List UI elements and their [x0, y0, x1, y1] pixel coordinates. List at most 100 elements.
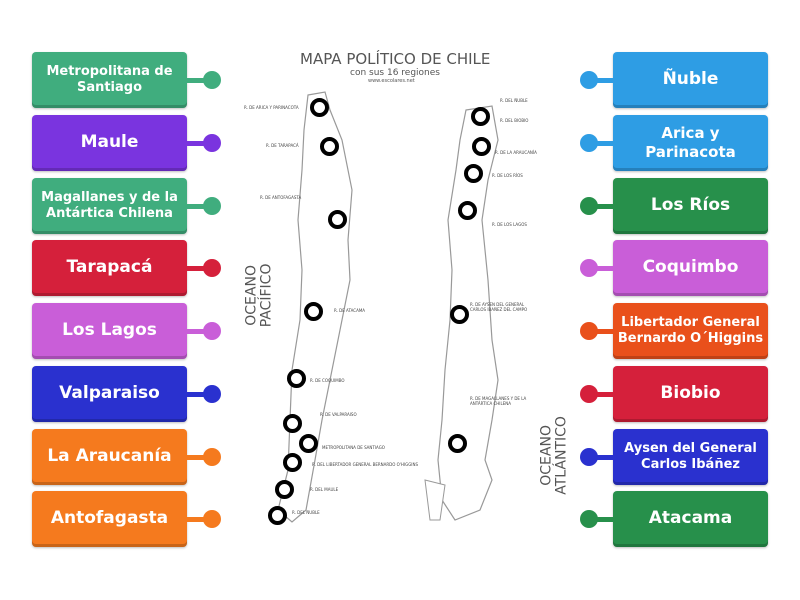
connector-handle[interactable] [580, 197, 598, 215]
region-label: R. DE ARICA Y PARINACOTA [244, 105, 299, 110]
right-label-tile[interactable]: Atacama [613, 491, 768, 547]
connector-line [187, 78, 211, 83]
region-label: R. DE LA ARAUCANÍA [495, 150, 537, 155]
connector-line [187, 266, 211, 271]
map-target[interactable] [320, 137, 339, 156]
region-label: METROPOLITANA DE SANTIAGO [322, 445, 385, 450]
tile-label: Biobio [660, 383, 721, 404]
tile-label: Valparaiso [59, 383, 160, 404]
map-target[interactable] [448, 434, 467, 453]
map-subtitle: con sus 16 regiones [350, 68, 440, 78]
ocean-pacific-label: OCEANO PACÍFICO [243, 263, 275, 328]
region-label: R. DE LOS RÍOS [492, 173, 523, 178]
tile-label: Arica y Parinacota [645, 124, 736, 161]
map-target[interactable] [299, 434, 318, 453]
map-target[interactable] [287, 369, 306, 388]
left-label-tile[interactable]: La Araucanía [32, 429, 187, 485]
tile-label: Atacama [648, 508, 733, 529]
region-label: R. DE LOS LAGOS [492, 222, 527, 227]
map-target[interactable] [310, 98, 329, 117]
right-label-tile[interactable]: Arica y Parinacota [613, 115, 768, 171]
tile-label: Metropolitana de Santiago [46, 63, 173, 95]
region-label: R. DEL ÑUBLE [500, 98, 528, 103]
map-target[interactable] [275, 480, 294, 499]
connector-line [187, 517, 211, 522]
connector-handle[interactable] [203, 71, 221, 89]
connector-line [589, 78, 613, 83]
map-target[interactable] [283, 414, 302, 433]
region-label: R. DEL BIOBIO [500, 118, 529, 123]
connector-line [589, 392, 613, 397]
map-target[interactable] [471, 107, 490, 126]
left-label-tile[interactable]: Los Lagos [32, 303, 187, 359]
right-label-tile[interactable]: Aysen del General Carlos Ibáñez [613, 429, 768, 485]
right-label-tile[interactable]: Ñuble [613, 52, 768, 108]
connector-handle[interactable] [203, 385, 221, 403]
connector-handle[interactable] [203, 197, 221, 215]
ocean-atlantic-label: OCEANO ATLÁNTICO [538, 416, 570, 495]
right-label-tile[interactable]: Libertador General Bernardo O´Higgins [613, 303, 768, 359]
connector-handle[interactable] [580, 259, 598, 277]
right-label-tile[interactable]: Los Ríos [613, 178, 768, 234]
tile-label: La Araucanía [47, 446, 172, 467]
map-target[interactable] [283, 453, 302, 472]
map-site: www.escolares.net [368, 78, 415, 84]
region-label: R. DE MAGALLANES Y DE LA ANTÁRTICA CHILE… [470, 396, 527, 406]
map-target[interactable] [304, 302, 323, 321]
connector-handle[interactable] [203, 259, 221, 277]
connector-line [187, 455, 211, 460]
connector-line [589, 517, 613, 522]
connector-handle[interactable] [580, 448, 598, 466]
connector-handle[interactable] [580, 385, 598, 403]
map-target[interactable] [328, 210, 347, 229]
tile-label: Coquimbo [642, 257, 739, 278]
left-label-tile[interactable]: Maule [32, 115, 187, 171]
tile-label: Ñuble [662, 69, 719, 90]
connector-handle[interactable] [580, 71, 598, 89]
map-target[interactable] [472, 137, 491, 156]
left-label-tile[interactable]: Antofagasta [32, 491, 187, 547]
tile-label: Tarapacá [66, 257, 153, 278]
right-label-tile[interactable]: Biobio [613, 366, 768, 422]
left-label-tile[interactable]: Tarapacá [32, 240, 187, 296]
map-target[interactable] [458, 201, 477, 220]
tile-label: Los Lagos [62, 320, 157, 341]
region-label: R. DE ATACAMA [334, 308, 365, 313]
connector-handle[interactable] [580, 510, 598, 528]
map-target[interactable] [464, 164, 483, 183]
connector-handle[interactable] [203, 510, 221, 528]
connector-line [187, 392, 211, 397]
connector-handle[interactable] [203, 134, 221, 152]
left-label-tile[interactable]: Valparaiso [32, 366, 187, 422]
connector-line [589, 455, 613, 460]
tile-label: Antofagasta [50, 508, 169, 529]
tile-label: Magallanes y de la Antártica Chilena [41, 189, 178, 221]
connector-handle[interactable] [203, 448, 221, 466]
tile-label: Maule [80, 132, 139, 153]
map-target[interactable] [268, 506, 287, 525]
region-label: R. DE AYSEN DEL GENERAL CARLOS IBAÑEZ DE… [470, 302, 528, 312]
map-target[interactable] [450, 305, 469, 324]
left-label-tile[interactable]: Metropolitana de Santiago [32, 52, 187, 108]
region-label: R. DE VALPARAISO [320, 412, 357, 417]
region-label: R. DE ANTOFAGASTA [260, 195, 302, 200]
connector-handle[interactable] [203, 322, 221, 340]
region-label: R. DE COQUIMBO [310, 378, 345, 383]
tile-label: Aysen del General Carlos Ibáñez [624, 440, 757, 472]
region-label: R. DE TARAPACÁ [266, 143, 299, 148]
tile-label: Libertador General Bernardo O´Higgins [617, 314, 764, 346]
connector-handle[interactable] [580, 322, 598, 340]
tile-label: Los Ríos [650, 195, 731, 216]
left-label-tile[interactable]: Magallanes y de la Antártica Chilena [32, 178, 187, 234]
region-label: R. DEL LIBERTADOR GENERAL BERNARDO O'HIG… [312, 462, 419, 467]
region-label: R. DEL MAULE [310, 487, 339, 492]
connector-line [589, 141, 613, 146]
right-label-tile[interactable]: Coquimbo [613, 240, 768, 296]
map-title: MAPA POLÍTICO DE CHILE [300, 50, 491, 68]
connector-line [187, 329, 211, 334]
region-label: R. DEL ÑUBLE [292, 510, 320, 515]
connector-handle[interactable] [580, 134, 598, 152]
connector-line [187, 141, 211, 146]
connector-line [187, 204, 211, 209]
connector-line [589, 266, 613, 271]
